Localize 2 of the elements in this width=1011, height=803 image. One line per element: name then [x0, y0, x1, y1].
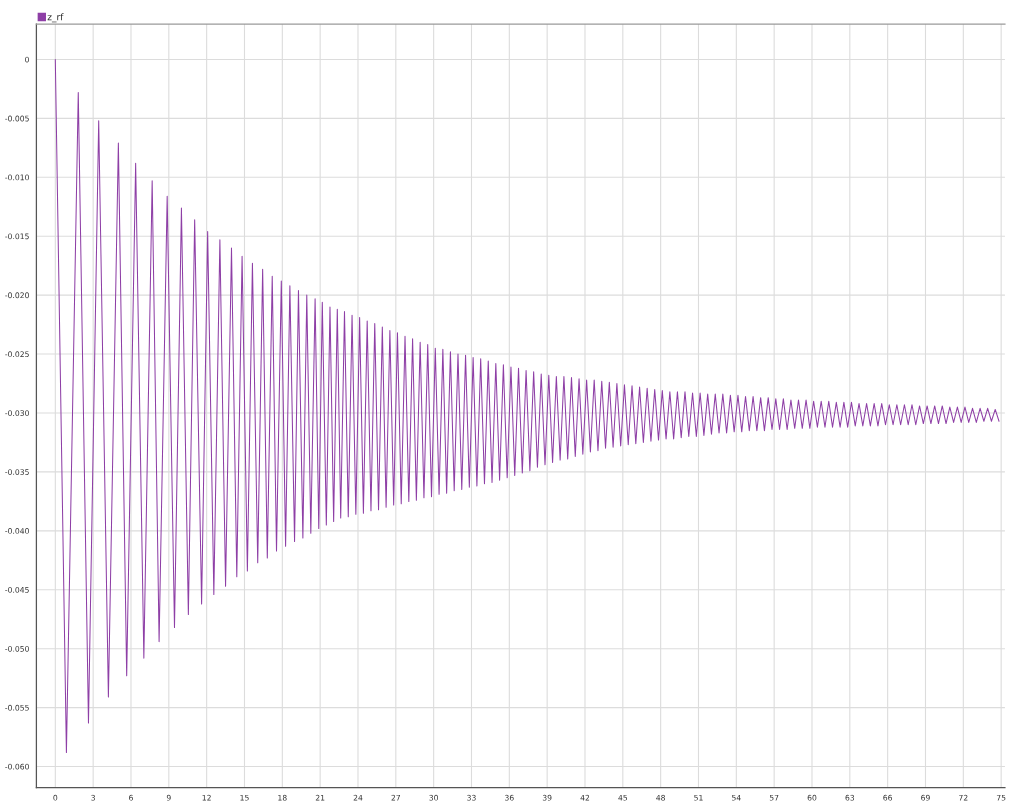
legend-label: z_rf	[47, 13, 64, 23]
line-series	[54, 58, 1000, 753]
